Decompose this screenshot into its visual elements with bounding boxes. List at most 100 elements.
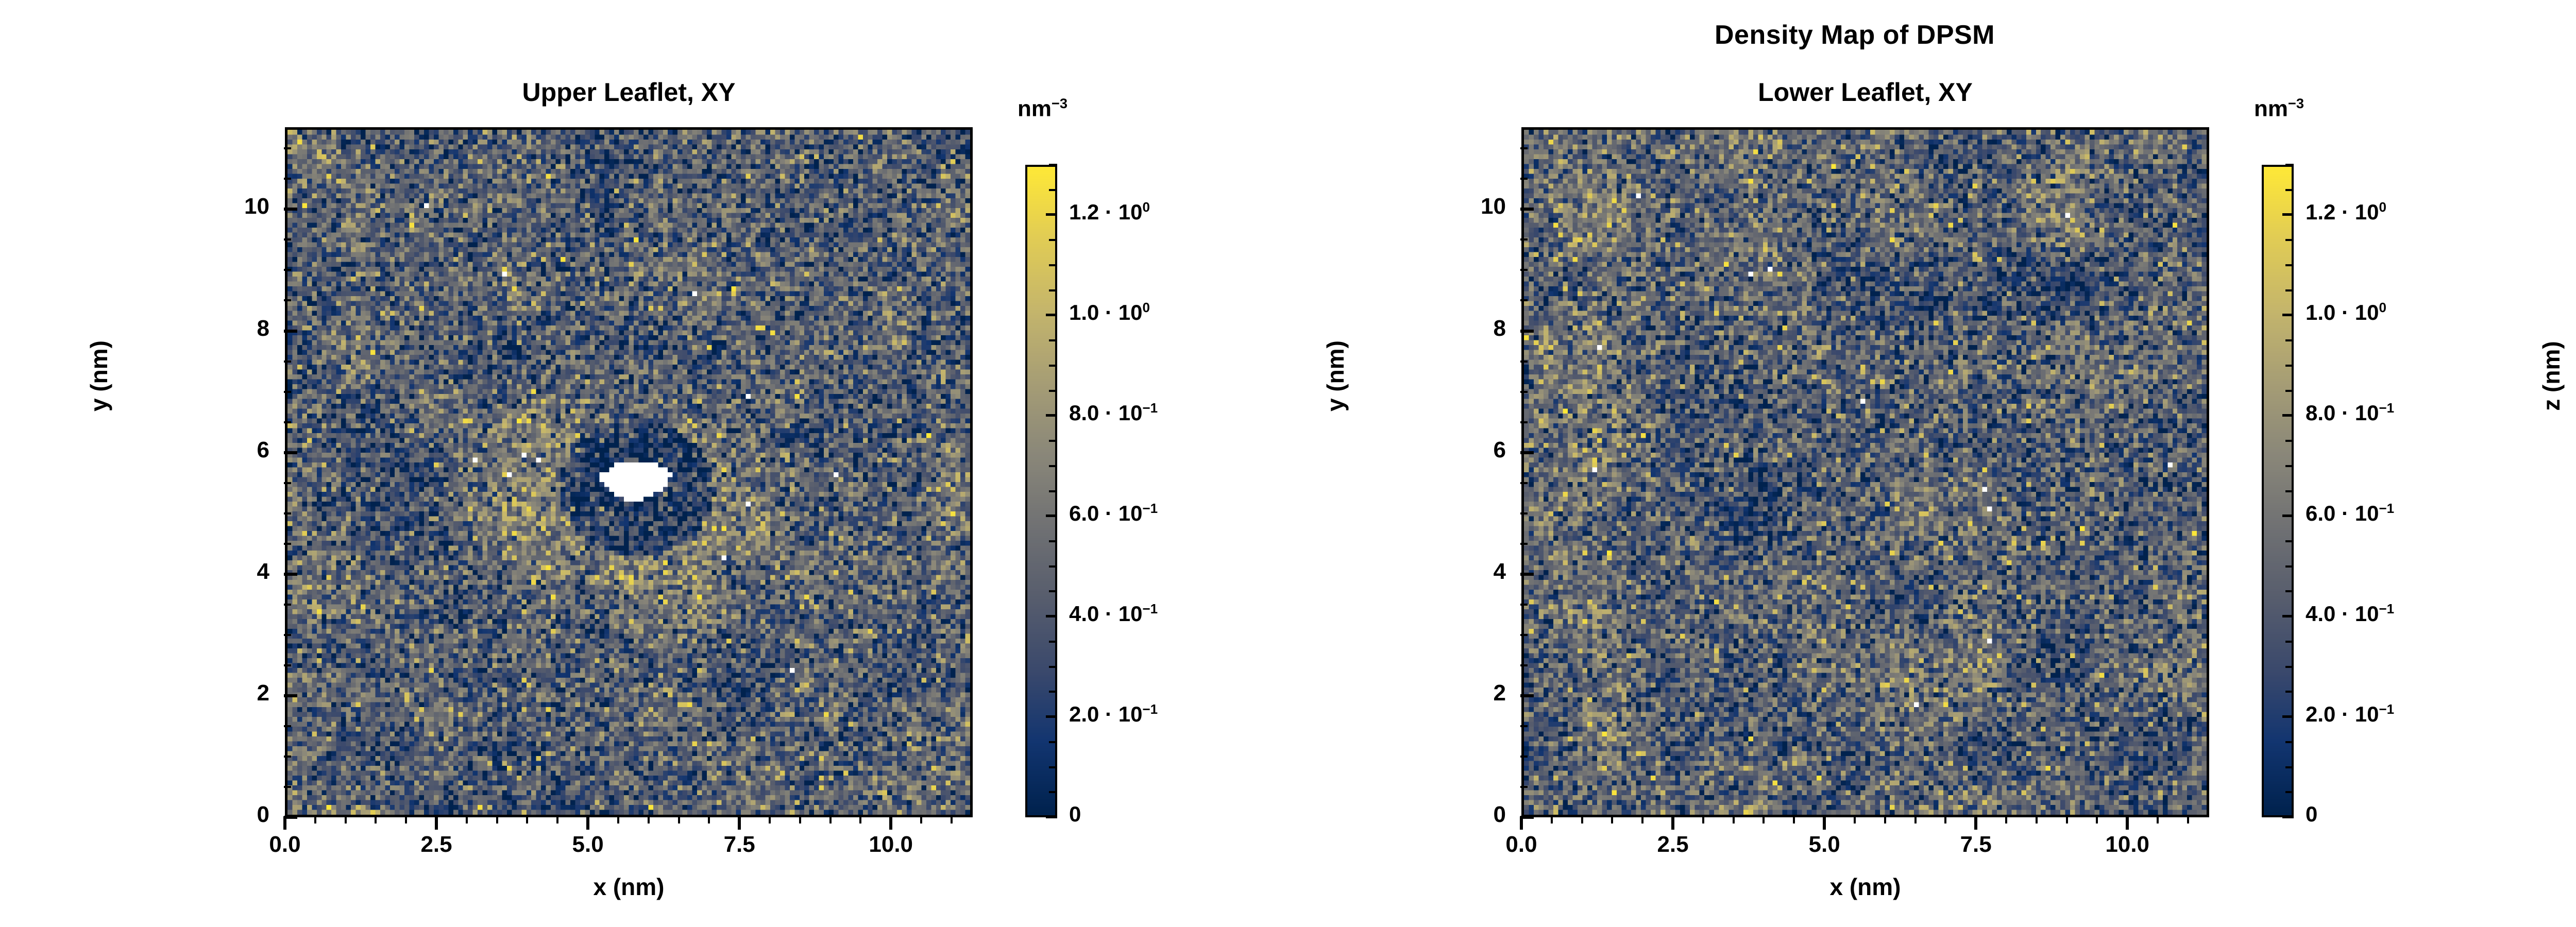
axis-tick: [2285, 515, 2294, 518]
axis-tick: [859, 816, 862, 823]
colorbar-tick-label: 6.0 · 10−1: [2306, 501, 2395, 526]
axis-tick: [496, 816, 498, 823]
axis-tick: [284, 360, 291, 363]
axis-tick: [465, 816, 468, 823]
heatmap-lower-leaflet[interactable]: [1521, 127, 2209, 817]
axis-tick: [405, 816, 408, 823]
axis-tick: [1049, 214, 1057, 216]
colorbar-unit-upper-leaflet: nm−3: [1018, 95, 1068, 122]
colorbar-tick-label: 1.0 · 100: [1069, 300, 1150, 325]
axis-tick: [1853, 816, 1856, 823]
axis-tick: [556, 816, 559, 823]
axis-tick: [1520, 421, 1528, 423]
axis-tick: [1520, 238, 1528, 241]
axis-tick: [2285, 214, 2294, 216]
axis-tick: [1049, 716, 1057, 718]
yaxis-label-transversal-view: z (nm): [2538, 341, 2565, 411]
figure-suptitle: Density Map of DPSM: [1715, 20, 1995, 50]
axis-tick: [1520, 816, 1528, 818]
axis-tick: [284, 664, 291, 666]
axis-tick: [344, 816, 347, 823]
ytick-label: 4: [257, 558, 269, 584]
heatmap-upper-leaflet[interactable]: [285, 127, 973, 817]
axis-tick: [284, 725, 291, 727]
axis-tick: [1520, 512, 1528, 514]
axis-tick: [1520, 785, 1528, 788]
axis-tick: [1049, 816, 1057, 818]
xtick-label: 0.0: [269, 832, 301, 857]
axis-tick: [1914, 816, 1917, 823]
xtick-label: 7.5: [723, 832, 755, 857]
ytick-label: 2: [257, 680, 269, 706]
axis-tick: [1520, 147, 1528, 150]
axis-tick: [284, 451, 291, 454]
axis-tick: [284, 755, 291, 758]
axis-tick: [284, 238, 291, 241]
axis-tick: [2285, 264, 2294, 266]
ytick-label: 10: [244, 194, 269, 219]
axis-tick: [2285, 716, 2294, 718]
axis-tick: [1611, 816, 1614, 823]
axis-tick: [1049, 640, 1057, 643]
axis-tick: [1793, 816, 1795, 823]
colorbar-tick-label: 8.0 · 10−1: [1069, 400, 1158, 425]
axis-tick: [1049, 440, 1057, 442]
axis-tick: [2035, 816, 2038, 823]
xtick-label: 5.0: [572, 832, 604, 857]
ytick-label: 2: [1493, 680, 1506, 706]
axis-tick: [1520, 208, 1528, 211]
axis-tick: [1049, 691, 1057, 693]
axis-tick: [1049, 540, 1057, 542]
axis-tick: [890, 816, 892, 823]
axis-tick: [2285, 490, 2294, 492]
axis-tick: [1049, 289, 1057, 291]
axis-tick: [2285, 791, 2294, 794]
xtick-label: 2.5: [420, 832, 452, 857]
xtick-label: 10.0: [869, 832, 913, 857]
axis-tick: [314, 816, 316, 823]
axis-tick: [1049, 741, 1057, 743]
axis-tick: [1049, 239, 1057, 242]
axis-tick: [1520, 633, 1528, 636]
axis-tick: [1520, 664, 1528, 666]
ytick-label: 6: [1493, 437, 1506, 462]
axis-tick: [1049, 515, 1057, 518]
colorbar-tick-label: 2.0 · 10−1: [1069, 701, 1158, 727]
axis-tick: [2285, 741, 2294, 743]
axis-tick: [1520, 330, 1528, 332]
xtick-label: 5.0: [1808, 832, 1840, 857]
ytick-label: 0: [1493, 802, 1506, 827]
axis-tick: [1049, 188, 1057, 191]
axis-tick: [2285, 691, 2294, 693]
axis-tick: [284, 694, 291, 697]
axis-tick: [2285, 239, 2294, 242]
axis-tick: [284, 573, 291, 575]
axis-tick: [2187, 816, 2189, 823]
ytick-label: 6: [257, 437, 269, 462]
axis-tick: [1581, 816, 1583, 823]
ytick-label: 8: [1493, 315, 1506, 341]
axis-tick: [435, 816, 438, 823]
axis-tick: [284, 542, 291, 545]
axis-tick: [1049, 615, 1057, 618]
xtick-label: 0.0: [1505, 832, 1537, 857]
axis-tick: [2285, 590, 2294, 593]
axis-tick: [2285, 766, 2294, 768]
axis-tick: [617, 816, 619, 823]
axis-tick: [708, 816, 710, 823]
axis-tick: [1520, 603, 1528, 606]
axis-tick: [2096, 816, 2098, 823]
ytick-label: 10: [1481, 194, 1506, 219]
axis-tick: [2285, 389, 2294, 392]
axis-tick: [284, 208, 291, 211]
axis-tick: [284, 299, 291, 302]
axis-tick: [1049, 339, 1057, 342]
axis-tick: [2285, 565, 2294, 568]
axis-tick: [2285, 339, 2294, 342]
axis-tick: [284, 785, 291, 788]
panel-title-upper-leaflet: Upper Leaflet, XY: [522, 78, 736, 107]
axis-tick: [526, 816, 529, 823]
axis-tick: [1049, 665, 1057, 668]
axis-tick: [1550, 816, 1553, 823]
axis-tick: [1049, 565, 1057, 568]
